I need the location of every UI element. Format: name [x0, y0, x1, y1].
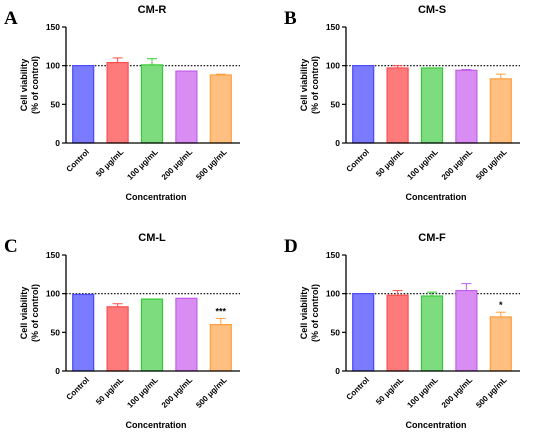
significance-label: *** — [216, 306, 227, 316]
bar — [489, 78, 512, 144]
y-axis-label: (% of control) — [30, 284, 40, 342]
y-tick-label: 100 — [326, 289, 340, 299]
x-tick-label: 100 μg/mL — [405, 375, 439, 409]
x-tick-label: 500 μg/mL — [474, 147, 508, 181]
y-tick-label: 100 — [326, 61, 340, 71]
x-tick-label: 500 μg/mL — [474, 375, 508, 409]
y-tick-label: 0 — [55, 138, 60, 148]
y-tick-label: 0 — [335, 138, 340, 148]
chart-title: CM-F — [418, 232, 446, 244]
x-tick-label: 50 μg/mL — [374, 375, 405, 406]
x-axis-label: Concentration — [125, 420, 186, 430]
bar — [352, 65, 375, 144]
x-tick-label: Control — [65, 147, 91, 173]
bar — [106, 306, 129, 372]
panel-d: D CM-F Control 50 μg/mL 100 μg/mL 200 μg/mL * 5… — [284, 232, 520, 430]
y-tick-label: 50 — [331, 327, 341, 337]
bar — [386, 294, 409, 372]
x-tick-label: Control — [65, 375, 91, 401]
y-axis-label: Cell viability — [19, 59, 29, 112]
y-tick-label: 50 — [51, 99, 61, 109]
x-tick-label: 100 μg/mL — [405, 147, 439, 181]
bar — [106, 61, 129, 144]
bar — [455, 289, 478, 372]
bar — [420, 67, 444, 144]
x-axis-label: Concentration — [405, 420, 466, 430]
y-axis-label: (% of control) — [30, 56, 40, 114]
bar — [420, 295, 444, 372]
y-axis-label: (% of control) — [310, 56, 320, 114]
y-tick-label: 150 — [326, 250, 340, 260]
x-tick-label: 200 μg/mL — [440, 375, 474, 409]
y-axis-label: Cell viability — [299, 287, 309, 340]
y-axis-label: (% of control) — [310, 284, 320, 342]
x-axis-label: Concentration — [405, 192, 466, 202]
x-tick-label: 200 μg/mL — [160, 147, 194, 181]
bar — [140, 64, 164, 144]
y-tick-label: 50 — [51, 327, 61, 337]
chart-title: CM-L — [138, 232, 166, 244]
y-tick-label: 150 — [326, 22, 340, 32]
x-tick-label: 100 μg/mL — [125, 147, 159, 181]
x-tick-label: 100 μg/mL — [125, 375, 159, 409]
y-axis-label: Cell viability — [299, 59, 309, 112]
y-tick-label: 100 — [46, 289, 60, 299]
x-tick-label: 500 μg/mL — [194, 147, 228, 181]
x-axis-label: Concentration — [125, 192, 186, 202]
x-tick-label: 50 μg/mL — [374, 147, 405, 178]
significance-label: * — [499, 300, 503, 310]
x-tick-label: Control — [345, 147, 371, 173]
x-tick-label: 200 μg/mL — [160, 375, 194, 409]
bar — [489, 316, 512, 372]
panel-letter: B — [284, 8, 297, 29]
bar — [386, 67, 409, 144]
x-tick-label: 50 μg/mL — [94, 147, 125, 178]
y-tick-label: 150 — [46, 250, 60, 260]
chart-title: CM-R — [138, 4, 167, 16]
chart-title: CM-S — [418, 4, 446, 16]
y-tick-label: 0 — [55, 366, 60, 376]
panel-letter: C — [4, 236, 18, 257]
panel-c: C CM-L Control 50 μg/mL 100 μg/mL 200 μg/mL **… — [4, 232, 240, 430]
x-tick-label: 50 μg/mL — [94, 375, 125, 406]
panel-letter: D — [284, 236, 298, 257]
x-tick-label: 200 μg/mL — [440, 147, 474, 181]
y-tick-label: 150 — [46, 22, 60, 32]
x-tick-label: Control — [345, 375, 371, 401]
y-tick-label: 100 — [46, 61, 60, 71]
bar — [140, 298, 164, 372]
x-tick-label: 500 μg/mL — [194, 375, 228, 409]
y-tick-label: 50 — [331, 99, 341, 109]
bar — [175, 297, 198, 372]
bar — [175, 70, 198, 144]
bar — [352, 293, 375, 372]
bar — [209, 323, 232, 372]
panel-letter: A — [4, 8, 18, 29]
bar — [455, 69, 478, 144]
bar — [72, 293, 95, 372]
y-tick-label: 0 — [335, 366, 340, 376]
bar — [209, 74, 232, 144]
bar — [72, 65, 95, 144]
y-axis-label: Cell viability — [19, 287, 29, 340]
